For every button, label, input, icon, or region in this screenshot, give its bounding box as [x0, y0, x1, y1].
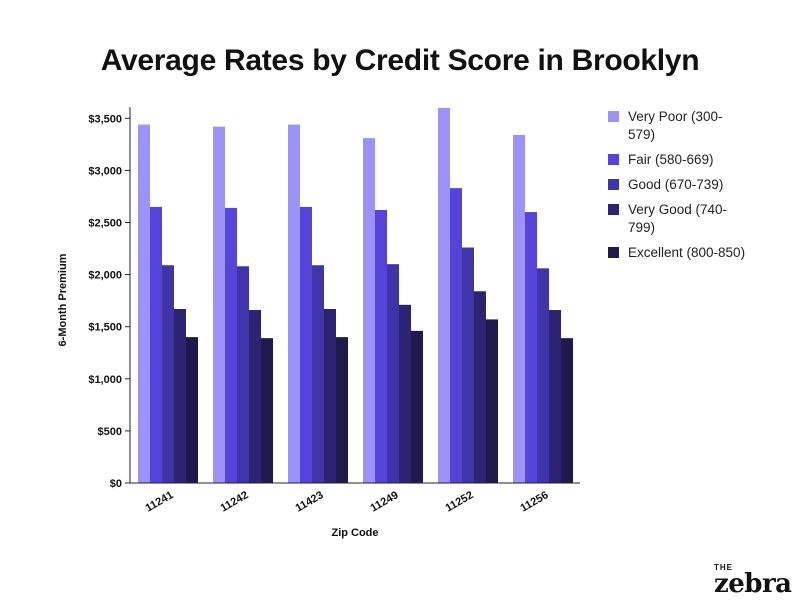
brand-logo-main: zebra: [714, 569, 792, 599]
legend-swatch: [608, 111, 619, 122]
x-tick-label: 11242: [219, 489, 251, 514]
y-tick-label: $3,500: [88, 113, 122, 125]
bar: [225, 207, 237, 484]
bar: [312, 265, 324, 483]
bar: [363, 138, 375, 483]
bar: [462, 247, 474, 483]
legend-item: Very Poor (300-579): [608, 108, 788, 144]
y-axis-label: 6-Month Premium: [57, 253, 69, 346]
y-tick-label: $0: [110, 478, 122, 490]
x-tick-label: 11423: [294, 489, 326, 514]
bar: [525, 212, 537, 483]
x-tick-label: 11241: [144, 489, 176, 514]
bar: [300, 206, 312, 483]
bar: [288, 124, 300, 483]
x-tick-label: 11249: [369, 489, 401, 514]
bar: [336, 337, 348, 483]
bar: [549, 310, 561, 483]
legend: Very Poor (300-579) Fair (580-669) Good (6…: [608, 108, 788, 269]
x-tick-label: 11252: [444, 489, 476, 514]
y-tick-label: $1,500: [88, 322, 122, 334]
brand-logo-top: THE: [714, 563, 733, 572]
bar: [375, 209, 387, 483]
legend-label: Excellent (800-850): [628, 245, 746, 260]
legend-item: Good (670-739): [608, 176, 788, 194]
y-tick-label: $2,000: [88, 270, 122, 282]
bar: [486, 319, 498, 483]
legend-item: Fair (580-669): [608, 151, 788, 169]
y-tick-label: $2,500: [88, 218, 122, 230]
bar: [438, 107, 450, 483]
legend-label: Good (670-739): [628, 177, 724, 192]
bar: [150, 206, 162, 483]
bar: [174, 308, 186, 483]
chart-title: Average Rates by Credit Score in Brookly…: [100, 44, 700, 77]
bar: [213, 126, 225, 484]
legend-label: Very Good (740-799): [628, 202, 728, 235]
x-tick-label: 11256: [519, 489, 551, 514]
bar: [387, 264, 399, 483]
brand-logo: THE zebra: [714, 563, 792, 599]
x-axis-ticks: 11241 11242 11423 11249 11252 11256: [144, 489, 551, 514]
bar: [561, 338, 573, 483]
legend-item: Excellent (800-850): [608, 244, 788, 262]
bar: [162, 265, 174, 483]
bar: [249, 310, 261, 483]
x-axis-label: Zip Code: [331, 527, 378, 539]
legend-swatch: [608, 179, 619, 190]
bar: [138, 124, 150, 483]
legend-swatch: [608, 247, 619, 258]
legend-swatch: [608, 204, 619, 215]
bar: [537, 268, 549, 483]
bars: [138, 107, 573, 484]
legend-label: Fair (580-669): [628, 152, 714, 167]
y-axis-ticks: $0 $500 $1,000 $1,500 $2,000 $2,500 $3,000 $3,5…: [88, 113, 130, 490]
bar: [237, 266, 249, 483]
legend-label: Very Poor (300-579): [628, 109, 723, 142]
bar: [261, 338, 273, 483]
y-tick-label: $3,000: [88, 165, 122, 177]
y-tick-label: $500: [98, 426, 122, 438]
bar: [411, 330, 423, 483]
bar: [513, 134, 525, 484]
bar: [399, 304, 411, 483]
legend-item: Very Good (740-799): [608, 201, 788, 237]
bar: [186, 337, 198, 483]
legend-swatch: [608, 154, 619, 165]
bar: [474, 291, 486, 483]
bar: [324, 308, 336, 483]
bar: [450, 188, 462, 483]
y-tick-label: $1,000: [88, 374, 122, 386]
